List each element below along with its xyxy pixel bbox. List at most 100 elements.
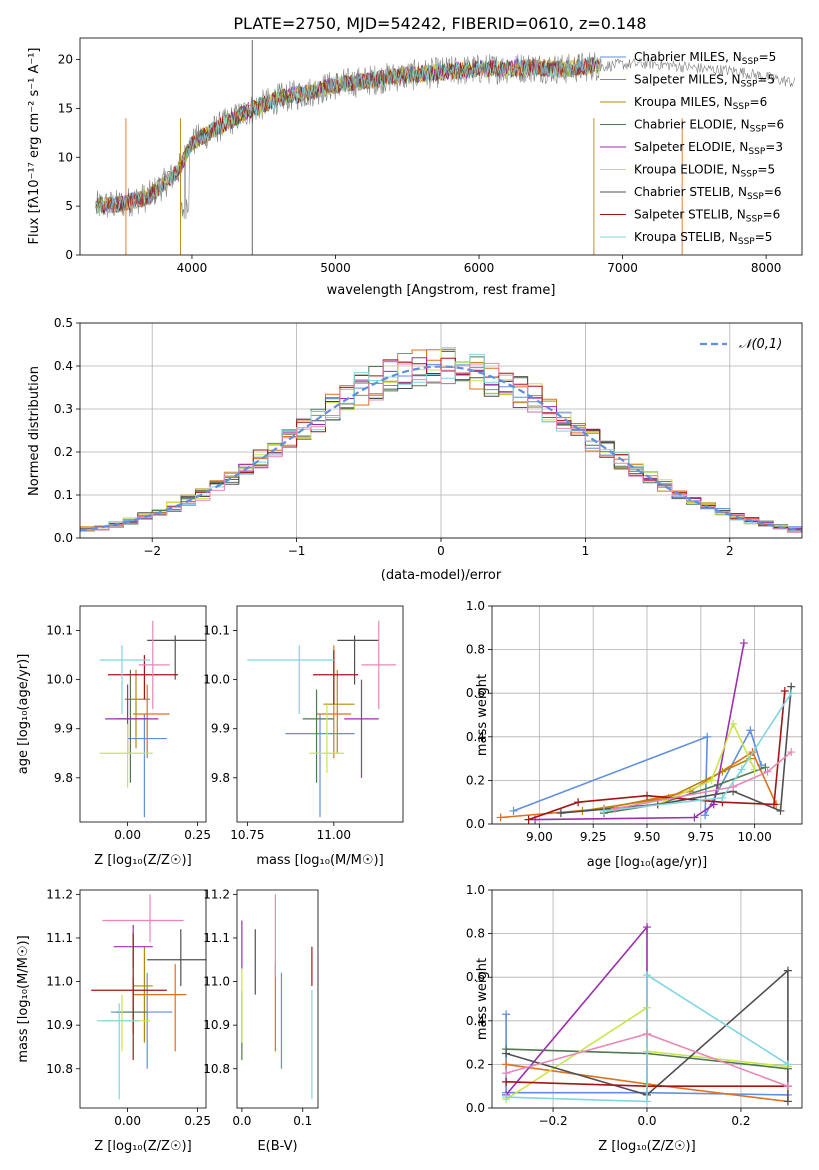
age-vs-mass-panel: 10.75 11.00 9.8 9.9 10.0 10.1 mass [log₁₀(M/M☉… (203, 605, 404, 868)
y-tick-label: 9.8 (54, 771, 73, 785)
axes-frame: 0.0 0.1 10.8 10.9 11.0 11.1 11.2 (203, 887, 319, 1128)
model-spectrum-line (95, 57, 601, 215)
spectrum-legend: Chabrier MILES, NSSP=5 Salpeter MILES, NS… (600, 50, 784, 247)
legend-label: Salpeter STELIB, NSSP=6 (634, 208, 780, 225)
weight-series-line (582, 757, 751, 812)
histogram-step-line (80, 360, 802, 533)
weight-point-marker (502, 1093, 511, 1102)
weight-point-marker (509, 806, 518, 815)
legend-subscript: SSP (742, 57, 759, 67)
y-tick-label: 0.6 (466, 686, 485, 700)
legend-label-rest: =6 (763, 208, 781, 222)
y-tick-label: 10.9 (203, 1018, 230, 1032)
x-tick-label: 2 (726, 544, 734, 558)
weight-point-marker (524, 815, 533, 824)
axes-spine (236, 605, 404, 823)
weight-point-marker (502, 1077, 511, 1086)
axes-spine (79, 889, 207, 1109)
weight-point-marker (599, 806, 608, 815)
legend-label: Kroupa ELODIE, NSSP=5 (634, 163, 775, 180)
legend-subscript: SSP (747, 192, 764, 202)
y-tick-label: 1.0 (466, 883, 485, 897)
y-tick-label: 0.4 (466, 1014, 485, 1028)
plot-area (241, 894, 313, 1100)
figure-title: PLATE=2750, MJD=54242, FIBERID=0610, z=0… (233, 14, 646, 33)
axes-frame: 9.00 9.25 9.50 9.75 10.00 0.0 0.2 0.4 0.6 0.8 1.0 (466, 599, 803, 844)
axes-spine (79, 37, 803, 256)
weight-point-marker (502, 1069, 511, 1078)
weight-point-marker (763, 767, 772, 776)
weight-point-marker (783, 1097, 792, 1106)
weight-point-marker (783, 1060, 792, 1069)
y-tick-label: 11.1 (46, 931, 73, 945)
y-tick-label: 11.0 (203, 975, 230, 989)
weight-series-line (505, 968, 789, 1102)
weight-point-marker (643, 791, 651, 800)
normal-reference-curve (80, 365, 802, 532)
y-tick-label: 0.0 (54, 531, 73, 545)
weight-point-marker (729, 719, 738, 728)
histogram-y-axis-label: Normed distribution (27, 366, 42, 496)
legend-subscript: SSP (746, 215, 763, 225)
y-tick-label: 10.0 (46, 673, 73, 687)
y-tick-label: 0.1 (54, 488, 73, 502)
weight-point-marker (787, 689, 796, 698)
x-axis-label: age [log₁₀(age/yr)] (587, 855, 708, 870)
x-tick-label: 6000 (464, 261, 495, 275)
y-tick-label: 1.0 (466, 599, 485, 613)
x-tick-label: 9.50 (634, 830, 661, 844)
y-tick-label: 0.2 (54, 445, 73, 459)
residual-histogram-panel: −2 −1 0 1 2 0.0 0.1 0.2 0.3 0.4 0.5 𝒩(0,1) (data-mod… (27, 316, 803, 583)
y-tick-label: 10.1 (203, 624, 230, 638)
mass-vs-metallicity-panel: 0.00 0.25 10.8 10.9 11.0 11.1 11.2 Z [log₁₀(Z/Z… (16, 887, 211, 1154)
legend-label: Kroupa STELIB, NSSP=5 (634, 230, 772, 247)
age-vs-metallicity-panel: 0.00 0.25 9.8 9.9 10.0 10.1 Z [log₁₀(Z/Z☉)] age… (16, 605, 211, 868)
legend-label-rest: =3 (765, 140, 783, 154)
y-tick-label: 10.8 (203, 1062, 230, 1076)
x-tick-label: 9.75 (687, 830, 714, 844)
weight-series-line (614, 751, 792, 810)
plot-area (99, 620, 206, 818)
y-tick-label: 11.2 (203, 887, 230, 901)
y-tick-label: 11.2 (46, 887, 73, 901)
weight-series-line (528, 690, 786, 821)
x-tick-label: 4000 (177, 261, 208, 275)
axes-frame: −2 −1 0 1 2 0.0 0.1 0.2 0.3 0.4 0.5 (54, 316, 803, 558)
y-tick-label: 9.9 (54, 722, 73, 736)
x-tick-label: 5000 (320, 261, 351, 275)
weight-point-marker (776, 806, 785, 815)
plot-area (247, 620, 397, 818)
y-tick-label: 10.9 (46, 1018, 73, 1032)
y-tick-label: 0 (65, 248, 73, 262)
weight-point-marker (574, 798, 583, 807)
weight-point-marker (750, 765, 759, 774)
weight-point-marker (739, 639, 748, 648)
y-axis-label: mass [log₁₀(M/M☉)] (16, 935, 31, 1062)
y-tick-label: 0.8 (466, 927, 485, 941)
weight-point-marker (496, 813, 505, 822)
y-tick-label: 0.0 (466, 817, 485, 831)
legend-label-rest: =6 (750, 95, 768, 109)
legend-label-rest: =6 (766, 118, 784, 132)
weight-point-marker (718, 793, 727, 802)
weight-point-marker (556, 809, 565, 818)
plot-area (502, 923, 792, 1106)
x-axis-label: Z [log₁₀(Z/Z☉)] (94, 853, 191, 868)
x-tick-label: 0.1 (293, 1114, 312, 1128)
spectrum-y-axis-label: Flux [fλ10⁻¹⁷ erg cm⁻² s⁻¹ A⁻¹] (27, 48, 42, 245)
y-tick-label: 0.3 (54, 402, 73, 416)
plot-area (95, 39, 796, 255)
x-tick-label: 9.00 (526, 830, 553, 844)
y-axis-label: mass weight (475, 674, 490, 756)
x-tick-label: −0.2 (538, 1114, 567, 1128)
x-tick-label: 11.00 (317, 828, 351, 842)
x-tick-label: 0.2 (731, 1114, 750, 1128)
x-tick-label: 0 (437, 544, 445, 558)
plot-area (496, 639, 796, 824)
y-tick-label: 15 (58, 101, 73, 115)
x-axis-label: mass [log₁₀(M/M☉)] (256, 853, 383, 868)
y-tick-label: 10.0 (203, 673, 230, 687)
axes-frame: 0.00 0.25 10.8 10.9 11.0 11.1 11.2 (46, 887, 211, 1128)
y-tick-label: 5 (65, 199, 73, 213)
